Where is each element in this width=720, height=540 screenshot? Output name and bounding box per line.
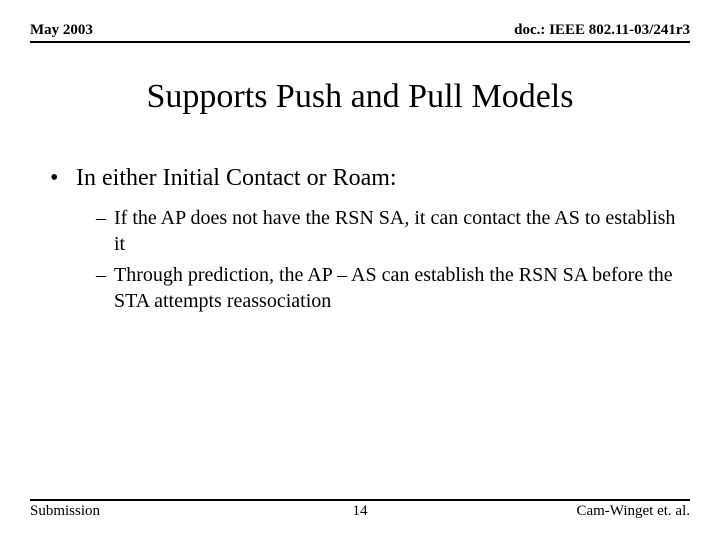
header-bar: May 2003 doc.: IEEE 802.11-03/241r3 [30, 22, 690, 43]
footer-page-number: 14 [353, 503, 368, 520]
bullet-level1: • In either Initial Contact or Roam: [50, 165, 680, 192]
header-date: May 2003 [30, 22, 93, 39]
footer-author: Cam-Winget et. al. [576, 503, 690, 520]
bullet-level2: – If the AP does not have the RSN SA, it… [96, 206, 680, 257]
dash-marker: – [96, 263, 114, 314]
footer-bar: Submission 14 Cam-Winget et. al. [30, 499, 690, 520]
bullet-text: If the AP does not have the RSN SA, it c… [114, 206, 680, 257]
bullet-text: Through prediction, the AP – AS can esta… [114, 263, 680, 314]
dash-marker: – [96, 206, 114, 257]
header-doc-id: doc.: IEEE 802.11-03/241r3 [514, 22, 690, 39]
bullet-marker: • [50, 165, 76, 192]
bullet-text: In either Initial Contact or Roam: [76, 165, 397, 192]
footer-left: Submission [30, 503, 100, 520]
slide: May 2003 doc.: IEEE 802.11-03/241r3 Supp… [0, 0, 720, 540]
bullet-level2: – Through prediction, the AP – AS can es… [96, 263, 680, 314]
slide-body: • In either Initial Contact or Roam: – I… [50, 165, 680, 320]
slide-title: Supports Push and Pull Models [0, 78, 720, 116]
